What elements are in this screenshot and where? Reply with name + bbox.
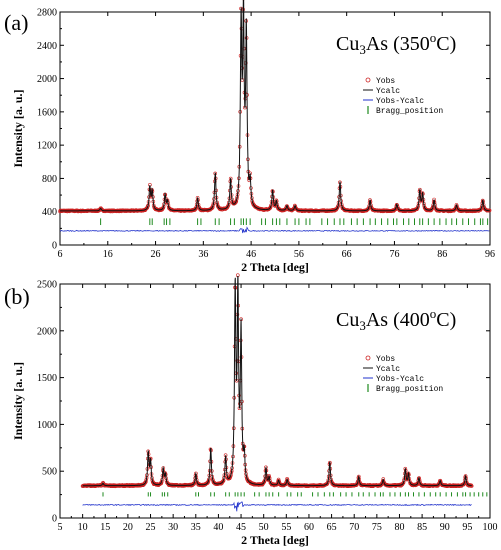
x-tick-label: 70 <box>349 522 359 533</box>
x-tick-label: 96 <box>485 249 495 260</box>
legend-label-diff: Yobs-Ycalc <box>376 375 424 384</box>
chart-panel-b: 0 500 1000 1500 2000 2500 5 10 15 20 25 30 35 40 45 50 5… <box>4 273 498 547</box>
x-tick-label: 60 <box>304 522 314 533</box>
x-tick-label: 80 <box>394 522 404 533</box>
sample-label-part: C) <box>436 33 456 55</box>
calc-series <box>82 275 472 487</box>
y-tick-label: 500 <box>42 467 57 478</box>
x-tick-label: 10 <box>78 522 88 533</box>
y-tick-label: 1500 <box>37 373 57 384</box>
legend-label-calc: Ycalc <box>376 87 400 96</box>
y-tick-label: 2800 <box>37 8 57 19</box>
y-tick-label: 400 <box>42 207 57 218</box>
obs-point <box>143 480 148 485</box>
y-tick-label: 2400 <box>37 41 57 52</box>
legend-label-calc: Ycalc <box>376 365 400 374</box>
legend-label-bragg: Bragg_position <box>376 385 443 394</box>
x-tick-label: 75 <box>372 522 382 533</box>
legend-label-diff: Yobs-Ycalc <box>376 97 424 106</box>
sample-label: Cu3As (400oC) <box>336 306 456 333</box>
obs-point <box>469 484 474 488</box>
x-tick-label: 90 <box>440 522 450 533</box>
x-tick-label: 56 <box>294 249 304 260</box>
legend-label-obs: Yobs <box>376 77 395 86</box>
obs-point <box>221 479 225 484</box>
x-tick-label: 85 <box>417 522 427 533</box>
y-axis-title: Intensity [a. u.] <box>11 362 25 440</box>
x-tick-label: 26 <box>151 249 161 260</box>
y-axis-title: Intensity [a. u.] <box>11 89 25 167</box>
chart-panel-a: 0 400 800 1200 1600 2000 2400 2800 6 16 26 36 46 56 66… <box>4 0 495 274</box>
y-tick-label: 2000 <box>37 326 57 337</box>
y-tick-label: 2000 <box>37 74 57 85</box>
bragg-series <box>100 218 489 226</box>
x-tick-label: 35 <box>191 522 201 533</box>
sample-label-sub: 3 <box>359 318 366 333</box>
y-tick-label: 0 <box>52 514 57 525</box>
x-tick-label: 20 <box>123 522 133 533</box>
panel-label: (a) <box>4 10 28 35</box>
x-tick-label: 40 <box>213 522 223 533</box>
x-tick-label: 95 <box>462 522 472 533</box>
x-tick-label: 46 <box>246 249 256 260</box>
x-tick-label: 25 <box>146 522 156 533</box>
sample-label-sub: 3 <box>359 42 366 57</box>
y-tick-label: 1000 <box>37 420 57 431</box>
x-tick-label: 16 <box>103 249 113 260</box>
legend-swatch-obs <box>365 355 371 361</box>
x-tick-label: 65 <box>327 522 337 533</box>
sample-label-part: Cu <box>336 309 359 331</box>
legend-label-bragg: Bragg_position <box>376 107 443 116</box>
x-tick-label: 100 <box>483 522 498 533</box>
x-tick-label: 5 <box>58 522 63 533</box>
sample-label: Cu3As (350oC) <box>336 30 456 57</box>
x-axis-title: 2 Theta [deg] <box>241 260 309 274</box>
x-tick-label: 45 <box>236 522 246 533</box>
sample-label-part: As (400 <box>366 309 430 331</box>
x-tick-label: 6 <box>58 249 63 260</box>
legend-swatch-obs <box>365 77 371 83</box>
sample-label-sup: o <box>430 30 437 45</box>
y-tick-label: 1600 <box>37 107 57 118</box>
x-tick-label: 15 <box>100 522 110 533</box>
x-tick-label: 36 <box>198 249 208 260</box>
sample-label-part: Cu <box>336 33 359 55</box>
legend-label-obs: Yobs <box>376 355 395 364</box>
diff-series <box>82 501 472 512</box>
y-tick-label: 1200 <box>37 141 57 152</box>
panel-label: (b) <box>4 284 30 309</box>
sample-label-sup: o <box>430 306 437 321</box>
x-tick-label: 50 <box>259 522 269 533</box>
bragg-series <box>102 492 488 497</box>
y-tick-label: 800 <box>42 174 57 185</box>
x-tick-label: 55 <box>281 522 291 533</box>
x-tick-label: 30 <box>168 522 178 533</box>
calc-series <box>60 0 490 212</box>
y-tick-label: 0 <box>52 241 57 252</box>
y-tick-label: 2500 <box>37 280 57 291</box>
x-tick-label: 66 <box>342 249 352 260</box>
x-axis-title: 2 Theta [deg] <box>241 533 309 547</box>
sample-label-part: C) <box>436 309 456 331</box>
sample-label-part: As (350 <box>366 33 430 55</box>
x-tick-label: 76 <box>389 249 399 260</box>
obs-point <box>400 481 405 486</box>
x-tick-label: 86 <box>437 249 447 260</box>
diff-series <box>59 226 490 234</box>
